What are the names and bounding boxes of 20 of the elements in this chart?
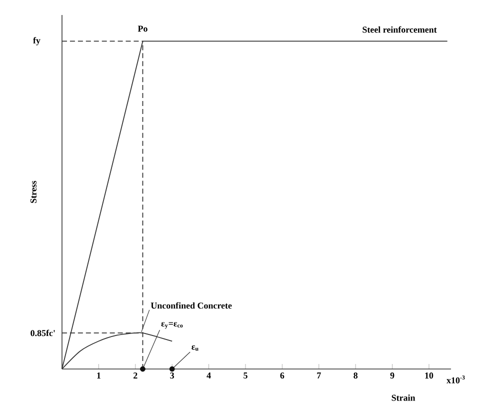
x-axis-title: Strain <box>392 394 416 401</box>
annotation: 0.85fc' <box>30 330 55 336</box>
annotation: ε$_{u}$ <box>192 345 198 351</box>
x-tick-label: 9 <box>390 372 394 379</box>
series-label: Steel reinforcement <box>362 26 437 33</box>
x-tick-label: 10 <box>425 372 434 379</box>
x-tick-label: 3 <box>170 372 174 379</box>
annotation: Po <box>138 26 148 32</box>
x-tick-label: 2 <box>134 372 138 378</box>
x-tick-label: 7 <box>317 372 321 378</box>
x-tick-label: 1 <box>97 372 100 378</box>
x-tick-label: 6 <box>280 372 284 379</box>
text: Unconfined Concrete <box>150 302 232 309</box>
text: x10$^{-3}$ <box>446 376 465 384</box>
y-axis-title: Stress <box>30 180 36 203</box>
annotation: fy <box>33 37 40 46</box>
annotation: ε$_{y}$=ε$_{co}$ <box>161 322 183 329</box>
x-tick-label: 8 <box>354 372 358 379</box>
x-tick-label: 4 <box>206 372 211 378</box>
x-tick-label: 5 <box>244 372 248 378</box>
